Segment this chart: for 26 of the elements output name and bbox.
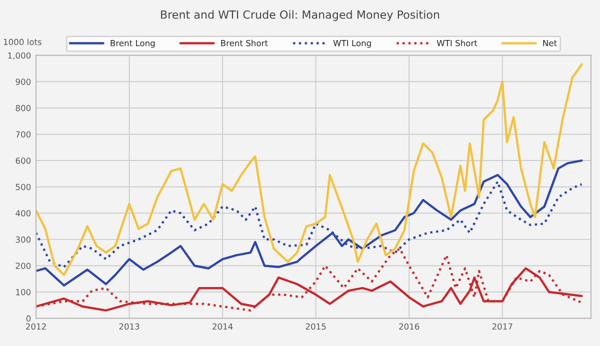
y-axis-title: 1000 lots [4,38,42,46]
x-tick-label: 2014 [212,323,233,330]
legend-label: WTI Long [333,40,371,48]
y-tick-label: 0 [26,315,31,322]
line-series [36,159,583,287]
y-tick-label: 400 [16,210,31,216]
y-tick-label: 100 [16,289,31,296]
line-series [36,63,583,276]
x-tick-label: 2012 [26,323,46,330]
y-tick-label: 200 [16,262,31,270]
x-tick-label: 2016 [399,323,420,330]
x-tick-label: 2015 [306,323,326,330]
legend-label: WTI Short [436,40,478,46]
y-tick-label: 300 [16,236,31,243]
y-tick-label: 800 [16,104,31,112]
y-tick-label: 1,000 [8,52,31,60]
legend-label: Brent Short [221,40,268,46]
legend-label: Net [543,40,557,46]
chart-title: Brent and WTI Crude Oil: Managed Money Position [161,10,440,21]
x-tick-label: 2017 [492,323,512,330]
legend-label: Brent Long [110,40,155,48]
x-tick-label: 2013 [119,323,140,330]
y-tick-label: 700 [16,131,31,138]
y-tick-label: 600 [16,158,31,164]
y-tick-label: 900 [16,78,31,85]
y-tick-label: 500 [16,184,31,190]
